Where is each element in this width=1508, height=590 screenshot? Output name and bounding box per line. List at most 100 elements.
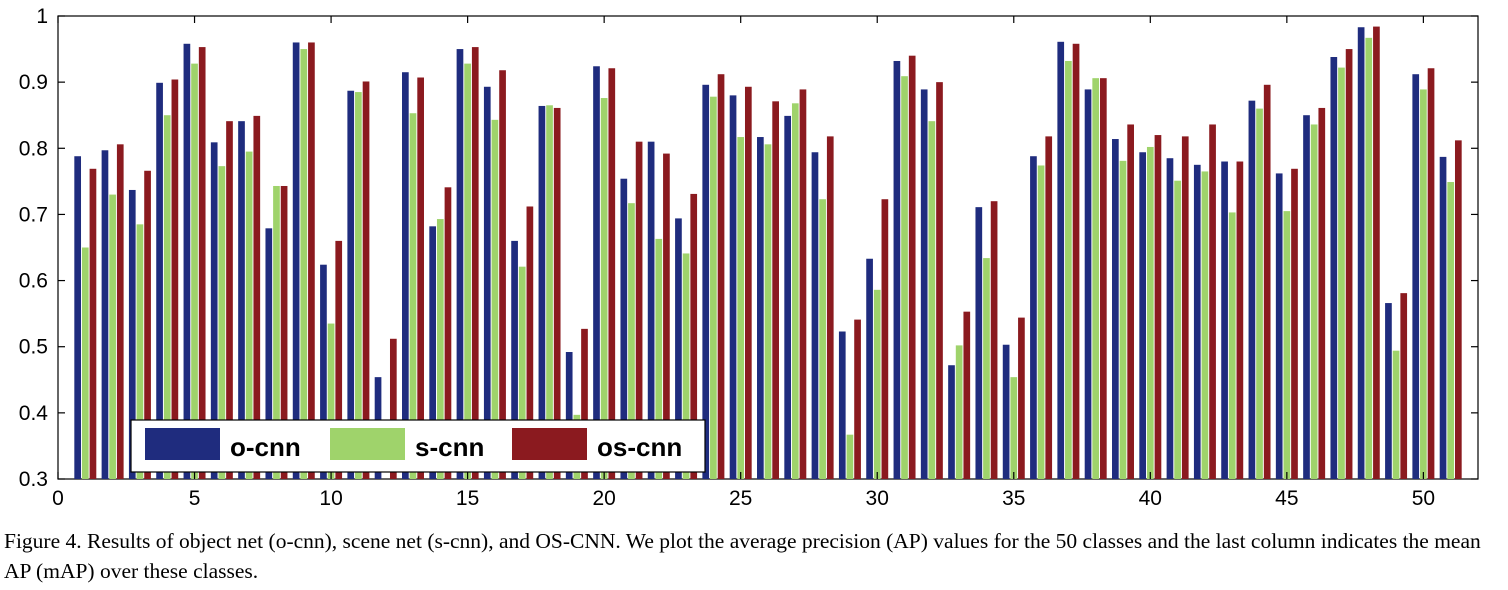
bar-o-cnn-20: [593, 66, 600, 480]
bar-os-cnn-11: [362, 81, 370, 479]
bar-os-cnn-48: [1373, 26, 1380, 480]
bar-os-cnn-19: [581, 328, 588, 479]
legend-swatch-s-cnn: [330, 428, 405, 460]
bar-s-cnn-30: [873, 289, 881, 479]
bar-o-cnn-44: [1248, 100, 1256, 479]
bar-s-cnn-39: [1119, 160, 1127, 479]
legend-swatch-os-cnn: [512, 428, 587, 460]
bar-o-cnn-6: [210, 142, 218, 479]
bar-os-cnn-49: [1400, 293, 1408, 479]
bar-s-cnn-15: [464, 63, 471, 480]
bar-s-cnn-25: [737, 137, 745, 480]
bar-os-cnn-32: [936, 82, 943, 479]
bar-s-cnn-23: [682, 253, 690, 479]
bar-o-cnn-25: [729, 95, 737, 480]
bar-o-cnn-15: [456, 49, 464, 479]
bars-group: [74, 26, 1462, 480]
x-tick-label: 30: [866, 487, 889, 510]
bar-os-cnn-51: [1454, 140, 1462, 479]
bar-s-cnn-24: [710, 96, 717, 479]
x-tick-label: 25: [729, 487, 752, 510]
x-tick-label: 40: [1139, 487, 1162, 510]
bar-s-cnn-4: [163, 115, 171, 480]
bar-s-cnn-32: [928, 121, 936, 480]
bar-os-cnn-22: [663, 153, 670, 479]
bar-o-cnn-16: [483, 86, 491, 480]
bar-o-cnn-28: [811, 152, 819, 479]
bar-o-cnn-41: [1166, 158, 1174, 479]
bar-os-cnn-13: [417, 77, 424, 479]
bar-s-cnn-26: [764, 144, 772, 479]
bar-s-cnn-16: [491, 119, 499, 479]
legend-swatch-o-cnn: [145, 428, 220, 460]
bar-os-cnn-29: [854, 319, 861, 479]
bar-o-cnn-43: [1221, 161, 1228, 479]
bar-o-cnn-29: [838, 331, 846, 479]
bar-os-cnn-25: [744, 86, 752, 480]
bar-o-cnn-13: [402, 72, 409, 479]
bar-os-cnn-44: [1263, 84, 1271, 479]
bar-os-cnn-2: [116, 144, 124, 479]
bar-s-cnn-1: [81, 247, 89, 479]
bar-o-cnn-8: [265, 228, 273, 479]
bar-o-cnn-46: [1303, 115, 1310, 480]
bar-o-cnn-18: [538, 105, 546, 479]
bar-s-cnn-37: [1065, 60, 1072, 479]
bar-s-cnn-18: [546, 105, 553, 479]
bar-o-cnn-42: [1193, 164, 1201, 479]
bar-o-cnn-47: [1330, 57, 1338, 479]
bar-o-cnn-9: [292, 42, 300, 480]
bar-os-cnn-45: [1291, 168, 1298, 480]
bar-o-cnn-30: [866, 258, 873, 479]
bar-o-cnn-48: [1357, 27, 1365, 480]
bar-s-cnn-44: [1256, 108, 1263, 479]
legend-label-s-cnn: s-cnn: [415, 432, 484, 462]
x-tick-label: 0: [52, 487, 64, 510]
bar-o-cnn-17: [511, 240, 518, 479]
bar-os-cnn-12: [389, 338, 397, 479]
bar-os-cnn-39: [1127, 124, 1134, 479]
bar-s-cnn-41: [1174, 180, 1181, 479]
legend-label-os-cnn: os-cnn: [597, 432, 682, 462]
legend: o-cnn s-cnn os-cnn: [130, 419, 706, 473]
bar-os-cnn-28: [826, 136, 834, 479]
y-tick-label: 1: [36, 5, 48, 28]
bar-s-cnn-29: [846, 434, 854, 479]
bar-o-cnn-32: [920, 89, 928, 480]
bar-s-cnn-36: [1037, 165, 1045, 480]
bar-o-cnn-27: [784, 115, 792, 479]
bar-s-cnn-50: [1420, 89, 1427, 480]
bar-o-cnn-10: [320, 264, 327, 479]
bar-os-cnn-41: [1181, 136, 1189, 479]
bar-s-cnn-27: [791, 103, 799, 479]
bar-os-cnn-18: [553, 107, 561, 479]
bar-s-cnn-51: [1447, 182, 1455, 479]
bar-chart: 0 5 10 15 20 25 30 35 40 45 50 0.3 0.4 0.5 0.6 0.7 0.8 0.…: [19, 5, 1479, 510]
bar-o-cnn-33: [948, 365, 955, 479]
bar-s-cnn-21: [628, 203, 635, 479]
bar-s-cnn-33: [955, 345, 963, 479]
bar-os-cnn-24: [717, 74, 725, 480]
bar-o-cnn-5: [183, 43, 191, 479]
bar-os-cnn-17: [526, 206, 534, 480]
bar-s-cnn-3: [136, 224, 144, 479]
bar-os-cnn-35: [1018, 317, 1025, 479]
bar-os-cnn-36: [1045, 136, 1053, 479]
bar-os-cnn-10: [335, 240, 343, 479]
bar-o-cnn-50: [1412, 74, 1420, 480]
bar-s-cnn-10: [327, 323, 335, 479]
x-tick-label: 50: [1412, 487, 1435, 510]
bar-s-cnn-34: [983, 258, 990, 479]
bar-os-cnn-20: [608, 68, 616, 479]
x-tick-label: 35: [1002, 487, 1025, 510]
bar-o-cnn-40: [1139, 152, 1147, 479]
bar-o-cnn-35: [1002, 344, 1010, 479]
bar-os-cnn-50: [1427, 68, 1435, 479]
legend-label-o-cnn: o-cnn: [230, 432, 301, 462]
bar-o-cnn-51: [1439, 156, 1447, 479]
bar-s-cnn-8: [273, 185, 280, 480]
y-tick-label: 0.3: [19, 468, 48, 491]
y-tick-label: 0.8: [19, 137, 48, 160]
bar-s-cnn-35: [1010, 377, 1018, 479]
bar-os-cnn-21: [635, 141, 643, 480]
